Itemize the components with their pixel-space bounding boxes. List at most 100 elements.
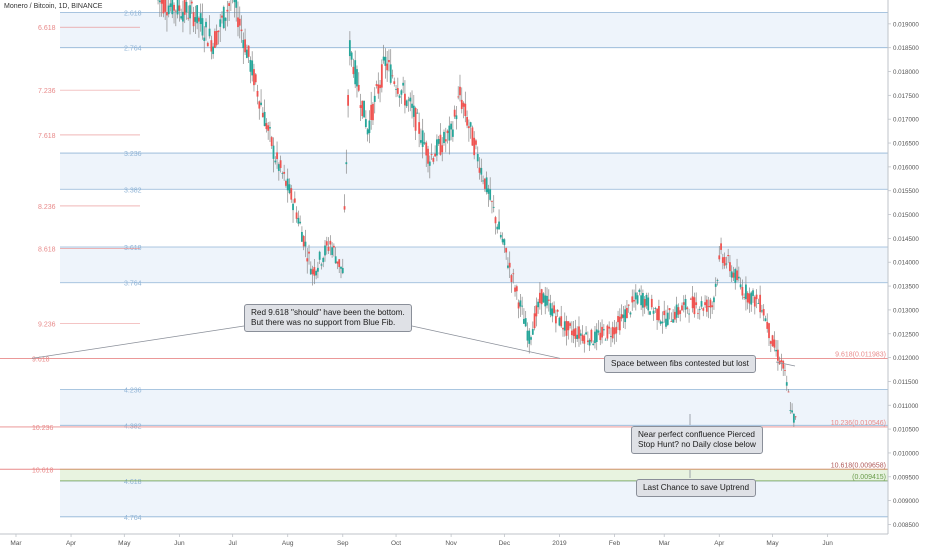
candle-up [324,245,326,256]
candle-down [379,84,381,89]
green-band-label: (0.009415) [852,474,886,481]
y-tick-label: 0.011500 [893,379,919,386]
candle-up [299,221,302,224]
candle-down [459,86,461,96]
candle-down [556,309,559,312]
candle-down [670,320,673,322]
candle-up [398,95,401,98]
fib-bands [60,12,888,517]
candle-down [283,171,286,174]
candle-up [634,292,637,300]
candle-down [693,297,696,315]
candle-up [684,298,687,310]
candle-up [524,318,527,327]
candle-up [487,188,490,194]
candle-down [162,0,165,14]
candle-down [572,329,575,337]
candle-up [622,314,625,318]
candle-down [702,308,705,311]
candle-down [562,327,564,330]
x-tick-label: Nov [445,540,457,547]
candle-down [515,286,518,292]
candle-up [315,270,318,276]
symbol-title: Monero / Bitcoin, 1D, BINANCE [4,3,103,10]
candle-down [631,296,634,303]
candle-up [750,292,753,305]
candle-down [608,326,611,329]
candle-down [517,302,520,309]
candle-down [707,306,710,307]
candle-up [734,269,737,283]
candle-down [174,10,177,12]
candle-down [695,302,698,306]
candle-down [396,88,399,94]
candle-up [400,90,403,95]
candle-down [743,297,746,298]
candle-down [540,289,543,305]
candle-down [611,326,614,339]
candle-up [194,17,197,22]
candle-up [341,267,344,274]
candle-down [656,308,659,321]
y-tick-label: 0.008500 [893,522,919,529]
candle-down [418,122,421,134]
blue-fib-label: 2.618 [124,10,142,17]
candle-down [183,0,186,15]
candle-up [331,247,334,255]
candle-up [416,112,419,114]
y-tick-label: 0.012500 [893,331,919,338]
candle-up [523,318,525,324]
y-tick-label: 0.015500 [893,188,919,195]
candle-up [647,297,650,311]
annotation-confluence-note[interactable]: Near perfect confluence Pierced Stop Hun… [631,426,763,454]
candle-down [253,69,255,86]
y-tick-label: 0.017000 [893,117,919,124]
candle-up [745,284,747,300]
x-tick-label: Mar [10,540,22,547]
annotation-bottom-note[interactable]: Red 9.618 "should" have been the bottom.… [244,304,412,332]
candle-up [235,0,238,8]
candle-down [776,349,779,361]
candle-down [327,246,330,251]
red-fib-value-label: 10.236(0.010546) [831,420,886,427]
candle-up [356,69,358,87]
x-tick-label: Jun [174,540,185,547]
candle-down [432,157,435,162]
candle-down [583,335,586,344]
candle-down [285,180,287,186]
candle-down [466,117,468,126]
candle-down [773,339,776,348]
candle-up [437,138,440,144]
candle-down [302,236,305,247]
candle-down [663,310,666,316]
y-tick-label: 0.018000 [893,69,919,76]
candle-down [471,127,474,146]
candle-up [757,303,760,304]
candle-down [677,307,680,315]
candle-down [723,257,726,266]
candle-down [613,327,616,335]
candle-up [420,140,422,143]
candle-down [215,31,218,45]
candle-down [657,306,660,321]
candle-up [260,102,262,105]
candle-up [480,167,483,175]
annotation-space-note[interactable]: Space between fibs contested but lost [604,355,756,373]
candle-up [411,103,413,108]
y-tick-label: 0.011000 [893,403,919,410]
candle-up [286,178,289,191]
candle-up [775,349,778,352]
y-tick-label: 0.009000 [893,498,919,505]
candle-up [476,153,479,162]
annotation-last-chance-note[interactable]: Last Chance to save Uptrend [636,479,757,497]
candle-up [368,120,371,134]
candle-up [176,0,179,15]
candle-down [336,261,339,264]
candle-up [407,99,410,101]
blue-fib-label: 4.764 [124,515,142,522]
candle-down [244,39,246,53]
x-tick-label: Apr [714,540,725,547]
candle-up [482,180,484,182]
candle-up [277,164,280,171]
